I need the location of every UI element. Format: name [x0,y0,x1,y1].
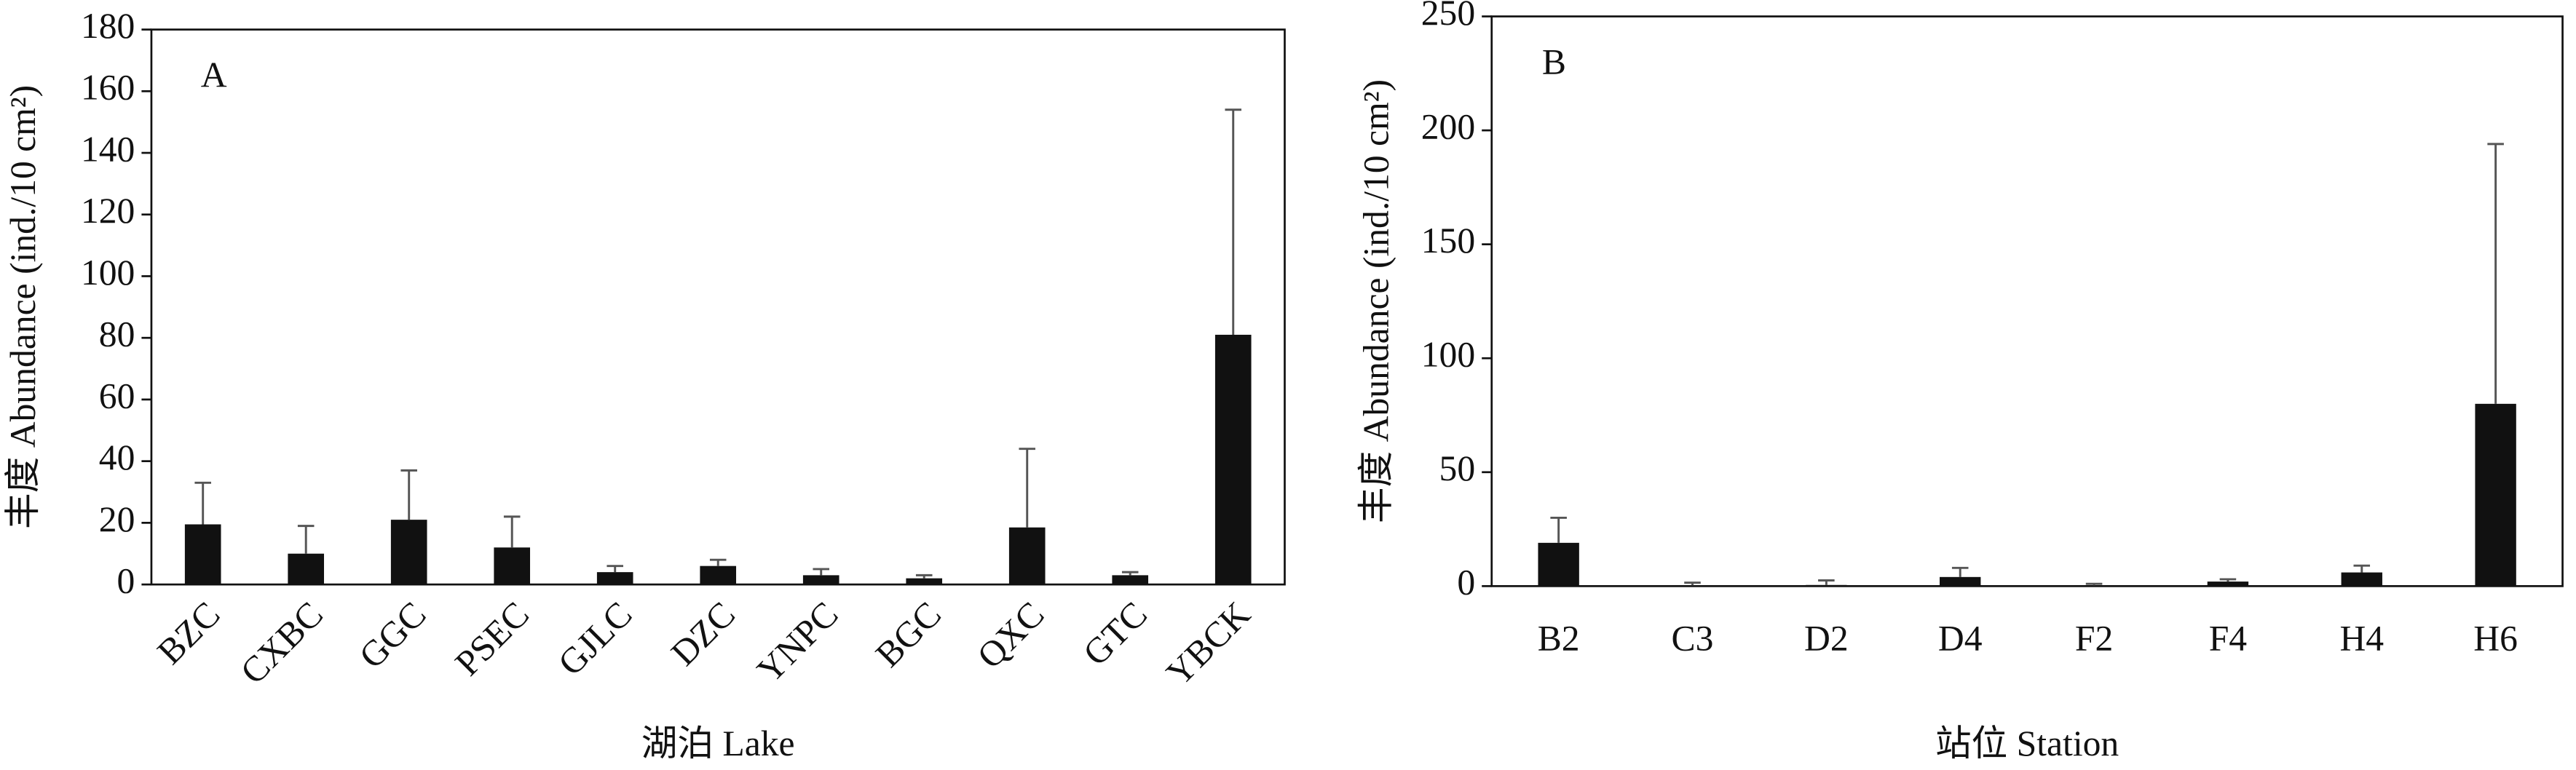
error-bar [1550,516,1567,543]
y-tick-label: 0 [117,560,135,600]
y-tick-label: 150 [1421,221,1475,261]
error-bar [1951,566,1969,577]
bar [288,553,325,585]
bar [802,575,839,585]
bar [1538,542,1579,587]
x-tick-label: QXC [970,594,1052,676]
y-tick-label: 200 [1421,107,1475,147]
bar [596,572,633,585]
panel-label: B [1542,42,1566,82]
error-bar [503,515,521,548]
x-tick-label: D4 [1938,618,1983,658]
y-tick-label: 20 [99,499,135,539]
y-tick-label: 140 [81,129,135,169]
x-tick-label: GGC [352,594,434,676]
y-tick-label: 120 [81,191,135,231]
error-bar [915,573,933,579]
x-tick-label: GJLC [550,594,640,683]
error-bar [1684,582,1701,586]
bar [2475,403,2516,587]
error-bar [2353,564,2371,573]
y-tick-label: 80 [99,314,135,354]
x-tick-label: F2 [2075,618,2113,658]
bar [1112,575,1149,585]
error-bar [2487,143,2504,404]
y-tick-label: 250 [1421,0,1475,33]
error-bar [2219,578,2237,582]
x-tick-label: B2 [1538,618,1580,658]
bar [1672,585,1713,587]
bar [390,520,427,585]
bar [1214,334,1252,585]
x-tick-label: F4 [2209,618,2248,658]
error-bar [2085,582,2103,586]
y-tick-label: 40 [99,437,135,477]
error-bar [607,565,623,573]
y-axis-label: 丰度 Abundance (ind./10 cm²) [3,85,43,529]
y-tick-label: 100 [1421,335,1475,375]
y-tick-label: 50 [1439,448,1476,488]
error-bar [1225,108,1242,335]
x-tick-label: BGC [868,594,949,675]
bar [1806,584,1847,587]
y-tick-label: 100 [81,253,135,293]
plot-frame [150,28,1286,586]
x-tick-label: DZC [663,594,743,673]
error-bar [813,568,829,576]
x-tick-label: BZC [149,594,227,672]
bar [700,565,737,585]
x-tick-label: H4 [2339,618,2384,658]
bar [2341,572,2382,587]
y-tick-label: 160 [81,68,135,108]
x-tick-label: H6 [2473,618,2518,658]
x-tick-label: CXBC [233,594,331,691]
error-bar [1019,448,1036,528]
bar [906,578,943,585]
x-tick-label: YBCK [1158,594,1257,693]
error-bar [1818,579,1835,585]
x-tick-label: PSEC [447,594,537,683]
y-tick-label: 180 [81,6,135,46]
x-tick-label: D2 [1804,618,1849,658]
bar [1940,576,1981,587]
error-bar [194,481,211,525]
x-axis-label: 湖泊 Lake [641,723,795,763]
error-bar [709,558,727,566]
bar [2207,582,2249,587]
bar [184,524,221,585]
x-tick-label: GTC [1075,594,1155,673]
panel-label: A [201,55,227,95]
y-axis-label: 丰度 Abundance (ind./10 cm²) [1356,79,1396,523]
error-bar [297,525,315,554]
bar [1008,527,1046,585]
y-tick-label: 60 [99,376,135,416]
x-tick-label: C3 [1672,618,1714,658]
x-tick-label: YNPC [749,594,845,690]
y-tick-label: 0 [1457,563,1475,603]
plot-frame [1490,15,2564,587]
x-axis-label: 站位 Station [1935,723,2119,763]
error-bar [1121,571,1139,576]
bar [2073,585,2115,587]
bar [494,547,531,585]
error-bar [400,469,417,520]
